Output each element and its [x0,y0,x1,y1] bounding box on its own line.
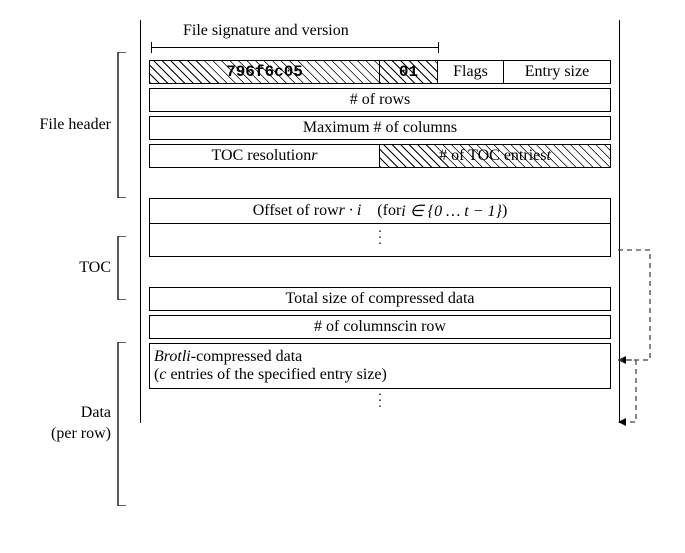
version-hex: 01 [380,61,438,83]
signature-label: File signature and version [149,22,611,42]
offset-arrow-1 [616,248,660,366]
toc-row-offset: Offset of row r · i (for i ∈ {0 … t − 1}… [149,198,611,224]
ncols-field: # of columns c in row [150,316,610,338]
signature-hex: 796f6c05 [150,61,380,83]
side-label-data: Data (per row) [12,342,127,506]
vdots-icon-2: ··· [149,393,611,411]
tocres-field: TOC resolution r [150,145,380,167]
header-row-toc: TOC resolution r # of TOC entries t [149,144,611,168]
file-header-text: File header [39,116,117,134]
header-row-nrows: # of rows [149,88,611,112]
toc-text: TOC [79,259,117,277]
side-label-toc: TOC [12,236,127,300]
totalsize-field: Total size of compressed data [150,288,610,310]
entrysize-field: Entry size [504,61,610,83]
brotli-line1: Brotli-compressed data [154,348,606,366]
toc-offset-field: Offset of row r · i (for i ∈ {0 … t − 1}… [150,199,610,223]
data-row-totalsize: Total size of compressed data [149,287,611,311]
data-row-brotli: Brotli-compressed data (c entries of the… [149,343,611,389]
data-row-ncols: # of columns c in row [149,315,611,339]
header-row-maxcols: Maximum # of columns [149,116,611,140]
signature-extent-bracket [151,42,439,54]
toc-row-vdots: ··· [149,224,611,257]
offset-arrow-2 [616,358,646,430]
file-format-diagram: File header TOC Data (per row) File sign… [140,20,620,423]
side-label-file-header: File header [12,52,127,198]
tocentries-field: # of TOC entries t [380,145,610,167]
file-layout: File signature and version 796f6c05 01 F… [140,20,620,423]
data-text-2: (per row) [51,425,111,442]
flags-field: Flags [438,61,504,83]
data-text-1: Data [81,404,111,421]
brotli-line2: (c entries of the specified entry size) [154,366,606,384]
nrows-field: # of rows [150,89,610,111]
maxcols-field: Maximum # of columns [150,117,610,139]
header-row-sig: 796f6c05 01 Flags Entry size [149,60,611,84]
vdots-icon: ··· [156,230,604,248]
